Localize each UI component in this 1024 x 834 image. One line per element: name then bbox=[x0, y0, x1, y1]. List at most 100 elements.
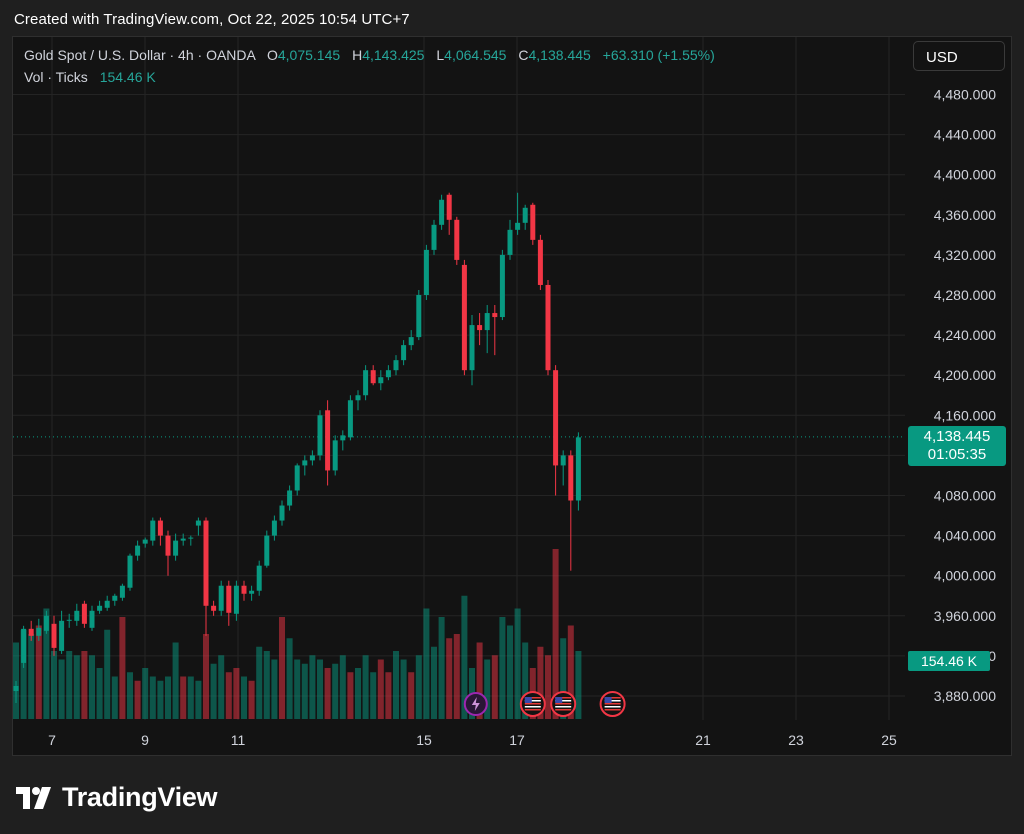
volume-legend[interactable]: Vol · Ticks 154.46 K bbox=[24, 69, 156, 85]
candle-body bbox=[385, 370, 391, 378]
candle-body bbox=[112, 595, 118, 601]
volume-bar bbox=[491, 655, 498, 719]
flag-stripe bbox=[524, 700, 541, 702]
volume-bar bbox=[66, 651, 73, 719]
volume-bar bbox=[43, 608, 50, 719]
candle-body bbox=[515, 222, 521, 230]
volume-bar bbox=[157, 680, 164, 719]
high-label: H bbox=[352, 47, 363, 63]
candle-body bbox=[317, 415, 323, 456]
candle-body bbox=[97, 605, 103, 611]
symbol-legend[interactable]: Gold Spot / U.S. Dollar · 4h · OANDA O4,… bbox=[24, 47, 715, 63]
candle-body bbox=[363, 370, 369, 396]
volume-bar bbox=[377, 659, 384, 719]
candle-body bbox=[43, 615, 49, 631]
volume-bar bbox=[446, 638, 453, 719]
candle-body bbox=[522, 207, 528, 223]
candle-body bbox=[13, 685, 19, 691]
candle-body bbox=[211, 605, 217, 611]
volume-bar bbox=[263, 651, 270, 719]
candle-body bbox=[492, 313, 498, 318]
volume-bar bbox=[347, 672, 354, 719]
flag-stripe bbox=[555, 700, 572, 702]
candle-body bbox=[469, 325, 475, 371]
candle-body bbox=[142, 539, 148, 544]
time-tick-label: 25 bbox=[881, 732, 897, 748]
candle-body bbox=[560, 455, 566, 466]
time-tick-label: 17 bbox=[509, 732, 525, 748]
candle-body bbox=[180, 538, 186, 541]
candle-body bbox=[416, 295, 422, 338]
candle-body bbox=[249, 590, 255, 594]
last-price-value: 4,138.445 bbox=[923, 428, 991, 445]
candle-body bbox=[499, 254, 505, 318]
price-tick-label: 4,440.000 bbox=[934, 127, 996, 143]
price-tick-label: 3,960.000 bbox=[934, 608, 996, 624]
candle-body bbox=[127, 555, 133, 588]
volume-bar bbox=[431, 646, 437, 719]
volume-bar bbox=[165, 676, 171, 719]
volume-bar bbox=[438, 617, 445, 719]
last-price-tag: 4,138.445 01:05:35 bbox=[908, 426, 1006, 466]
price-tick-label: 4,280.000 bbox=[934, 287, 996, 303]
candle-body bbox=[36, 627, 42, 636]
price-tick-label: 4,400.000 bbox=[934, 167, 996, 183]
currency-button[interactable]: USD bbox=[913, 41, 1005, 71]
time-tick-label: 15 bbox=[416, 732, 432, 748]
flag-stripe bbox=[604, 700, 621, 702]
candle-body bbox=[287, 490, 293, 506]
candle-body bbox=[530, 204, 536, 240]
candle-body bbox=[104, 600, 110, 608]
created-with-caption: Created with TradingView.com, Oct 22, 20… bbox=[14, 11, 410, 28]
symbol-title: Gold Spot / U.S. Dollar · 4h · OANDA bbox=[24, 47, 256, 63]
volume-bar bbox=[180, 676, 187, 719]
flag-stripe bbox=[604, 709, 621, 711]
volume-bar bbox=[256, 646, 263, 719]
candle-body bbox=[59, 620, 65, 651]
close-value: 4,138.445 bbox=[528, 47, 591, 63]
candle-body bbox=[461, 264, 467, 371]
volume-bar bbox=[362, 655, 369, 719]
volume-bar bbox=[294, 659, 301, 719]
candle-body bbox=[157, 520, 163, 536]
candle-body bbox=[378, 377, 384, 384]
volume-bars bbox=[13, 549, 582, 719]
tradingview-logo[interactable]: TradingView bbox=[16, 782, 218, 813]
volume-bar bbox=[339, 655, 346, 719]
time-tick-label: 23 bbox=[788, 732, 804, 748]
volume-bar bbox=[58, 659, 65, 719]
volume-bar bbox=[286, 638, 293, 719]
candle-body bbox=[370, 370, 376, 384]
volume-bar bbox=[301, 663, 308, 719]
volume-bar bbox=[104, 629, 111, 719]
candle-body bbox=[423, 249, 429, 295]
price-axis: 3,880.0003,920.0003,960.0004,000.0004,04… bbox=[934, 87, 996, 705]
candle-body bbox=[302, 460, 308, 466]
volume-bar bbox=[96, 668, 103, 719]
volume-bar bbox=[453, 634, 460, 719]
candle-body bbox=[477, 325, 483, 331]
volume-bar bbox=[218, 655, 225, 719]
candle-body bbox=[575, 437, 581, 501]
candle-body bbox=[173, 540, 179, 556]
time-tick-label: 21 bbox=[695, 732, 711, 748]
volume-bar bbox=[271, 659, 278, 719]
candle-body bbox=[484, 313, 490, 331]
volume-bar bbox=[20, 629, 27, 719]
candle-body bbox=[74, 610, 80, 621]
volume-bar bbox=[332, 663, 339, 719]
price-tick-label: 4,000.000 bbox=[934, 568, 996, 584]
candle-body bbox=[431, 224, 437, 250]
candle-body bbox=[51, 623, 57, 648]
high-value: 4,143.425 bbox=[362, 47, 425, 63]
volume-bar bbox=[187, 676, 194, 719]
close-label: C bbox=[518, 47, 529, 63]
volume-bar bbox=[499, 617, 506, 719]
candle-body bbox=[226, 585, 232, 613]
candle-body bbox=[454, 219, 460, 260]
candle-body bbox=[279, 505, 285, 521]
price-tick-label: 4,320.000 bbox=[934, 247, 996, 263]
time-axis: 7911151721232529 bbox=[48, 732, 897, 748]
volume-bar bbox=[195, 680, 202, 719]
